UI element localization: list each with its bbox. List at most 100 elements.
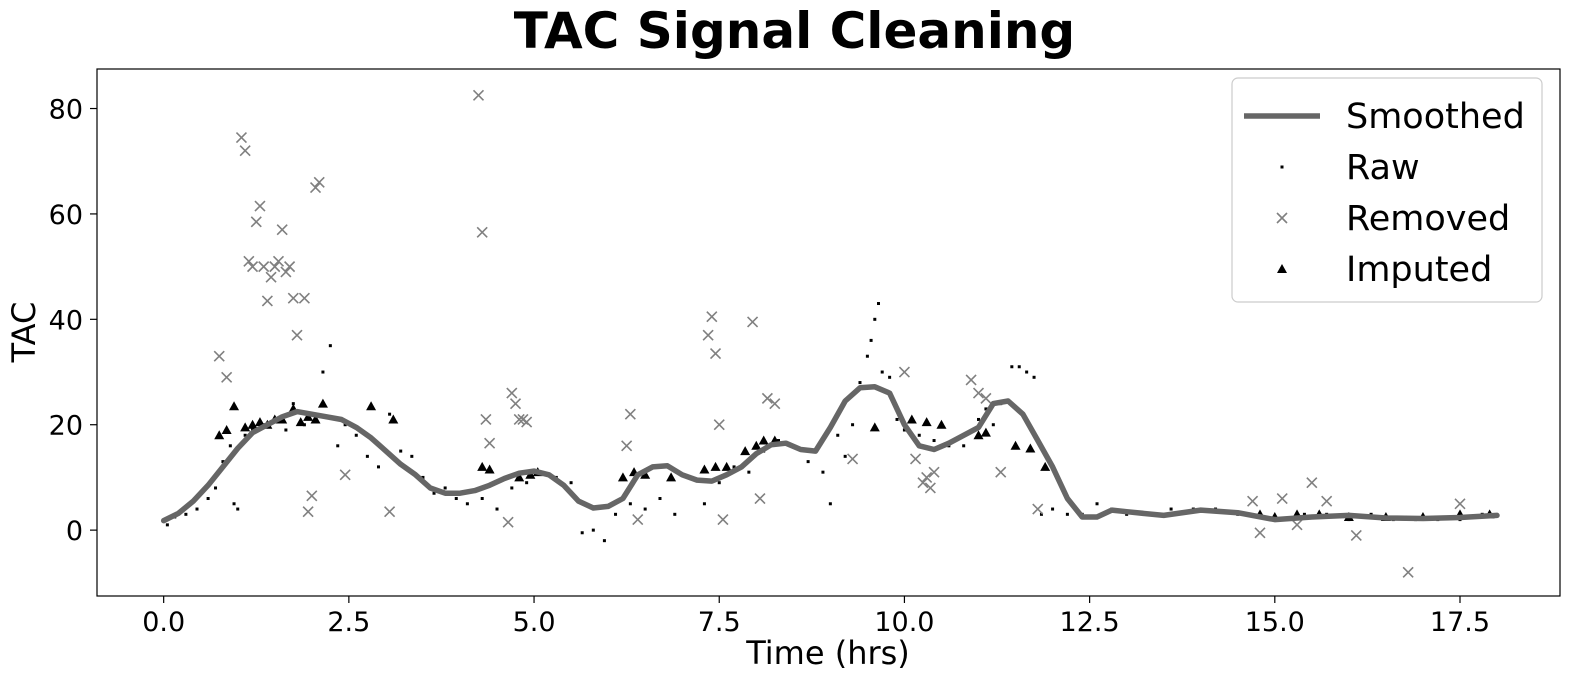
raw-point: [865, 354, 869, 358]
y-tick-label: 20: [49, 411, 83, 442]
removed-point: [928, 466, 940, 478]
removed-point: [995, 466, 1007, 478]
removed-point: [298, 292, 310, 304]
raw-point: [336, 444, 340, 448]
removed-point: [339, 469, 351, 481]
removed-point: [258, 261, 270, 273]
raw-point: [776, 439, 780, 443]
imputed-point: [247, 419, 258, 429]
imputed-point: [906, 414, 917, 424]
imputed-point: [295, 417, 306, 427]
raw-point: [1017, 365, 1021, 369]
imputed-point: [366, 401, 377, 411]
raw-point: [243, 433, 247, 437]
removed-point: [709, 348, 722, 360]
removed-point: [965, 374, 977, 386]
imputed-point: [514, 472, 525, 482]
x-tick-label: 17.5: [1430, 607, 1490, 638]
raw-point: [195, 507, 199, 511]
raw-point: [702, 502, 706, 506]
x-axis-label: Time (hrs): [745, 634, 910, 672]
removed-point: [284, 261, 296, 273]
removed-point: [476, 226, 488, 238]
x-tick-label: 0.0: [142, 607, 185, 638]
raw-point: [895, 417, 899, 421]
removed-point: [502, 516, 514, 528]
imputed-point: [921, 417, 932, 427]
removed-point: [1247, 495, 1259, 507]
imputed-point: [617, 472, 628, 482]
removed-point: [1402, 566, 1414, 578]
raw-point: [206, 497, 210, 501]
legend-label: Smoothed: [1346, 97, 1525, 137]
raw-point: [580, 531, 584, 535]
raw-point: [236, 507, 240, 511]
plot-frame: [96, 68, 1561, 597]
removed-point: [302, 506, 314, 518]
y-tick-label: 40: [49, 305, 83, 336]
raw-point: [977, 417, 981, 421]
raw-point: [1025, 370, 1029, 374]
legend-imputed-swatch: [1277, 264, 1287, 273]
raw-point: [1010, 365, 1014, 369]
removed-point: [313, 176, 325, 188]
removed-point: [713, 419, 725, 431]
removed-point: [761, 392, 773, 404]
raw-point: [673, 512, 677, 516]
imputed-point: [751, 440, 762, 450]
removed-point: [702, 329, 714, 341]
raw-point: [221, 460, 225, 464]
removed-point: [250, 216, 262, 228]
raw-point: [465, 502, 469, 506]
imputed-point: [980, 427, 991, 437]
removed-point: [521, 416, 533, 428]
removed-point: [769, 398, 781, 410]
removed-point: [239, 145, 251, 157]
raw-point: [569, 481, 573, 485]
x-tick-label: 10.0: [874, 607, 934, 638]
removed-point: [980, 392, 992, 404]
raw-point: [421, 475, 425, 479]
raw-point: [991, 423, 995, 427]
legend-label: Imputed: [1346, 250, 1492, 290]
raw-point: [454, 497, 458, 501]
removed-point: [506, 387, 518, 399]
raw-point: [410, 454, 414, 458]
raw-point: [858, 381, 862, 385]
x-tick-label: 5.0: [513, 607, 556, 638]
raw-point: [365, 454, 369, 458]
removed-point: [847, 453, 859, 465]
raw-point: [1302, 512, 1306, 516]
x-tick-label: 12.5: [1060, 607, 1120, 638]
raw-point: [480, 497, 484, 501]
raw-point: [828, 502, 832, 506]
raw-point: [821, 470, 825, 474]
raw-point: [717, 481, 721, 485]
legend-raw-swatch: [1280, 165, 1284, 169]
y-tick-label: 0: [66, 516, 83, 547]
imputed-point: [1025, 443, 1036, 453]
removed-point: [243, 255, 255, 267]
raw-point: [495, 507, 499, 511]
smoothed-line: [160, 384, 1500, 524]
legend-box: [1231, 77, 1543, 303]
removed-point: [972, 387, 985, 399]
imputed-point: [317, 398, 328, 408]
imputed-point: [240, 422, 251, 432]
raw-point: [806, 460, 810, 464]
imputed-point: [214, 430, 225, 440]
removed-point: [513, 413, 525, 426]
raw-point: [591, 528, 595, 532]
raw-point: [984, 407, 988, 411]
raw-point: [869, 338, 873, 342]
removed-point: [921, 471, 933, 483]
raw-point: [165, 523, 169, 527]
removed-point: [754, 492, 766, 505]
removed-point: [484, 437, 496, 449]
removed-point: [747, 316, 759, 328]
removed-point: [621, 440, 633, 452]
removed-point: [1321, 495, 1333, 507]
removed-point: [509, 398, 522, 410]
removed-point: [624, 408, 636, 420]
imputed-point: [869, 422, 880, 432]
